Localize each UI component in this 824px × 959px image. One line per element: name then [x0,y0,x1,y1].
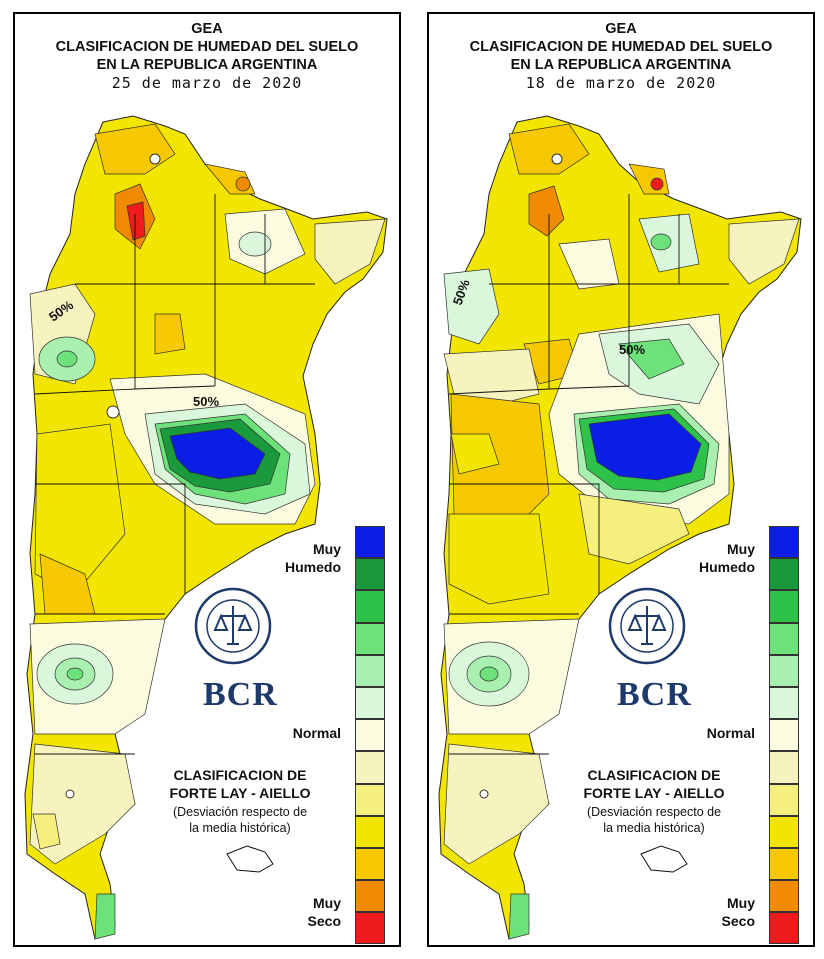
legend-swatch-humedo-3 [355,558,385,591]
legend-swatch-normal-seco-1 [355,751,385,784]
map-panel-march-25: 50% 50% GEA CLASIFICACION DE HUMEDAD DEL… [13,12,401,947]
map-panel-march-18: 50% 50% GEA CLASIFICACION DE HUMEDAD DEL… [427,12,815,947]
legend-label-muy-seco: Muy Seco [307,895,341,929]
classification-source: CLASIFICACION DE FORTE LAY - AIELLO (Des… [583,767,725,835]
legend-label-muy-humedo: Muy Humedo [699,541,755,575]
title-line-2: CLASIFICACION DE HUMEDAD DEL SUELO [55,39,359,55]
legend-swatch-humedo-3 [769,558,799,591]
moisture-legend [355,526,385,945]
classification-source: CLASIFICACION DE FORTE LAY - AIELLO (Des… [169,767,311,835]
legend-swatch-humedo-2 [769,590,799,623]
map-date: 25 de marzo de 2020 [111,74,303,92]
legend-swatch-normal-humedo-1 [355,686,385,720]
legend-swatch-seco-3 [355,880,385,913]
title-line-3: EN LA REPUBLICA ARGENTINA [96,57,318,73]
legend-label-muy-humedo: Muy Humedo [285,541,341,575]
title-line-2: CLASIFICACION DE HUMEDAD DEL SUELO [469,39,773,55]
moisture-legend [769,526,799,945]
contour-label: 50% [619,342,645,357]
legend-swatch-humedo-2 [355,590,385,623]
title-line-3: EN LA REPUBLICA ARGENTINA [510,57,732,73]
map-title: GEA CLASIFICACION DE HUMEDAD DEL SUELO E… [15,20,399,92]
title-line-1: GEA [605,21,637,37]
bcr-brand: BCR [617,676,692,713]
legend-swatch-normal [769,719,799,752]
legend-swatch-normal-humedo-2 [355,654,385,687]
malvinas-islands [640,845,688,873]
legend-label-muy-seco: Muy Seco [721,895,755,929]
legend-swatch-humedo-1 [769,622,799,655]
argentina-soil-moisture-map: 50% 50% [438,115,802,940]
legend-swatch-humedo-1 [355,622,385,655]
legend-label-normal: Normal [706,725,755,741]
map-date: 18 de marzo de 2020 [525,74,717,92]
legend-swatch-normal-seco-2 [769,783,799,816]
argentina-soil-moisture-map: 50% 50% [24,115,388,940]
legend-label-normal: Normal [292,725,341,741]
bcr-seal-logo [193,586,273,671]
legend-swatch-normal-seco-1 [769,751,799,784]
legend-swatch-normal-humedo-1 [769,686,799,720]
legend-swatch-normal-seco-2 [355,783,385,816]
legend-swatch-normal-humedo-2 [769,654,799,687]
legend-swatch-seco-1 [355,815,385,848]
bcr-brand: BCR [203,676,278,713]
title-line-1: GEA [191,21,223,37]
map-title: GEA CLASIFICACION DE HUMEDAD DEL SUELO E… [429,20,813,92]
legend-swatch-seco-2 [355,847,385,881]
legend-swatch-seco-2 [769,847,799,881]
legend-swatch-muy-humedo [769,526,799,559]
contour-label: 50% [193,394,219,409]
malvinas-islands [226,845,274,873]
legend-swatch-seco-1 [769,815,799,848]
legend-swatch-seco-3 [769,880,799,913]
legend-swatch-muy-humedo [355,526,385,559]
legend-swatch-normal [355,719,385,752]
bcr-seal-logo [607,586,687,671]
legend-swatch-muy-seco [355,912,385,945]
legend-swatch-muy-seco [769,912,799,945]
